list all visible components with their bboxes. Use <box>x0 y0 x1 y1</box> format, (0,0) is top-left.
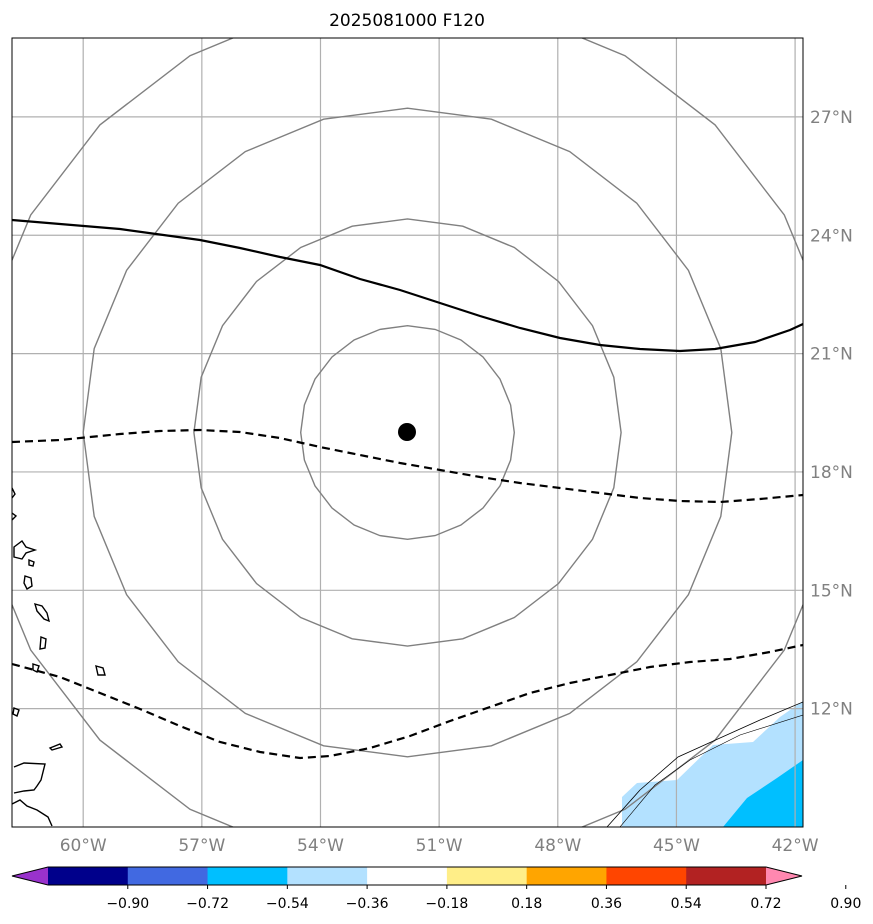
longitude-label: 45°W <box>653 836 700 856</box>
colorbar-extend-min <box>12 867 48 885</box>
colorbar-bin <box>207 867 288 885</box>
colorbar-tick-label: −0.72 <box>186 896 229 912</box>
longitude-label: 48°W <box>534 836 581 856</box>
colorbar-bin <box>127 867 209 885</box>
latitude-label: 12°N <box>810 700 853 720</box>
deep-sky-blue-shaded-area <box>723 760 803 827</box>
latitude-label: 18°N <box>810 463 853 483</box>
colorbar-bin <box>606 867 687 885</box>
colorbar: −0.90 −0.72 −0.54 −0.36 −0.18 0.18 0.36 0.54 0.7… <box>11 866 861 912</box>
latitude-label: 15°N <box>810 581 853 601</box>
latitude-labels: 12°N 15°N 18°N 21°N 24°N 27°N <box>810 108 853 720</box>
colorbar-bin <box>48 867 129 885</box>
range-ring-1 <box>299 324 516 541</box>
coastlines <box>12 487 106 827</box>
longitude-label: 54°W <box>297 836 344 856</box>
colorbar-extend-max <box>766 867 802 885</box>
colorbar-tick-label: 0.36 <box>591 896 622 912</box>
longitude-label: 51°W <box>416 836 463 856</box>
colorbar-tick-label: −0.54 <box>266 896 309 912</box>
map-frame <box>11 37 804 828</box>
range-ring-3 <box>82 107 733 758</box>
colorbar-bin <box>287 867 368 885</box>
colorbar-tick-label: 0.90 <box>830 896 861 912</box>
colorbar-outline <box>11 866 803 886</box>
solid-contour-line <box>12 218 803 353</box>
longitude-label: 42°W <box>772 836 819 856</box>
colorbar-tick-label: −0.90 <box>106 896 149 912</box>
longitude-label: 60°W <box>60 836 107 856</box>
range-ring-4 <box>12 38 803 827</box>
colorbar-bin <box>686 867 767 885</box>
latitude-label: 21°N <box>810 345 853 365</box>
colorbar-tick-label: −0.36 <box>346 896 389 912</box>
latitude-label: 24°N <box>810 226 853 246</box>
thin-contour-line <box>606 701 803 827</box>
dashed-contour-line-lower <box>12 643 803 760</box>
thin-contour-line-2 <box>619 714 803 827</box>
colorbar-bin <box>367 867 448 885</box>
graticule <box>12 38 803 827</box>
range-rings <box>12 38 803 827</box>
latitude-label: 27°N <box>810 108 853 128</box>
colorbar-tick-label: 0.54 <box>671 896 702 912</box>
map-title: 2025081000 F120 <box>329 11 485 31</box>
storm-center-marker <box>398 423 416 441</box>
longitude-label: 57°W <box>178 836 225 856</box>
colorbar-bin <box>526 867 607 885</box>
longitude-labels: 60°W 57°W 54°W 51°W 48°W 45°W 42°W <box>60 836 819 856</box>
dashed-contour-line-upper <box>12 428 803 504</box>
range-ring-2 <box>193 218 622 647</box>
colorbar-tick-label: 0.72 <box>750 896 781 912</box>
colorbar-tick-label: 0.18 <box>511 896 542 912</box>
colorbar-bin <box>446 867 528 885</box>
colorbar-tick-label: −0.18 <box>425 896 468 912</box>
